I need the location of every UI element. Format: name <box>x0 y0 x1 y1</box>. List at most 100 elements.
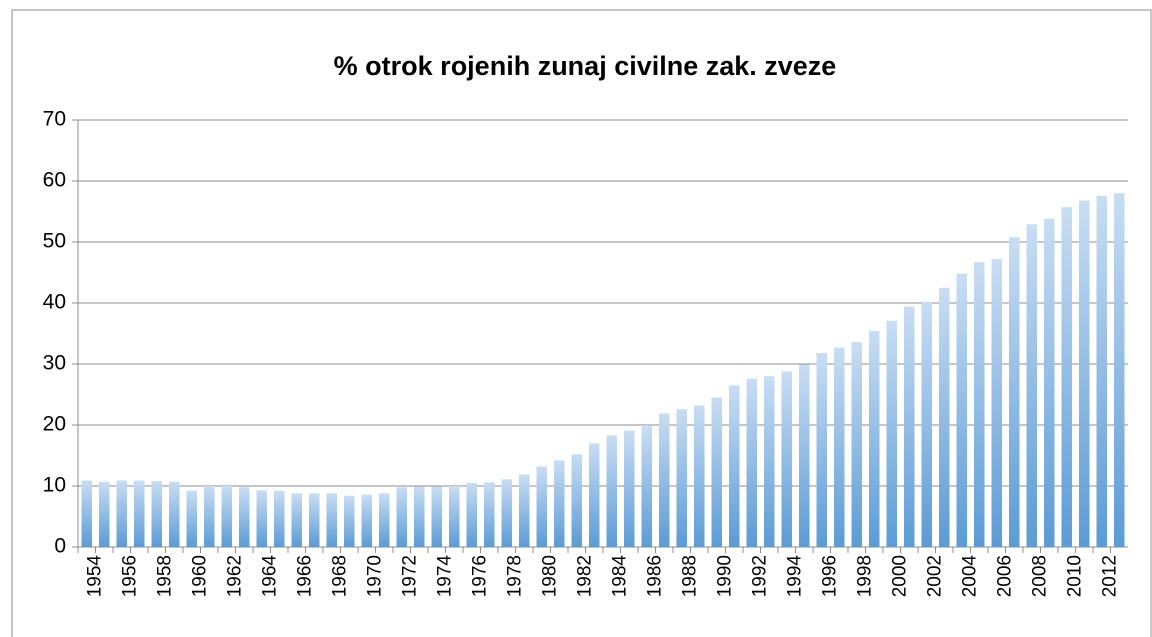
x-tick-label: 2010 <box>1065 555 1086 597</box>
x-tick-label: 1988 <box>680 555 701 597</box>
bar <box>151 481 162 547</box>
bar <box>974 262 985 547</box>
bar <box>449 486 460 547</box>
bar <box>239 487 250 547</box>
bar <box>1114 193 1125 547</box>
bar <box>799 364 810 547</box>
x-tick-label: 1966 <box>295 555 316 597</box>
bar <box>274 490 285 547</box>
x-tick-label: 2004 <box>960 555 981 598</box>
bar <box>904 306 915 547</box>
bar <box>606 435 617 547</box>
bar <box>186 490 197 547</box>
bar <box>221 486 232 547</box>
bar <box>729 385 740 547</box>
bar <box>624 430 635 547</box>
bar <box>81 480 92 547</box>
bar <box>291 493 302 547</box>
x-tick-label: 1970 <box>365 555 386 597</box>
bar <box>991 259 1002 547</box>
y-tick-label: 60 <box>43 169 66 192</box>
x-tick-label: 2000 <box>890 555 911 597</box>
bar <box>834 347 845 547</box>
x-tick-label: 1990 <box>715 555 736 597</box>
bar <box>326 493 337 547</box>
bar <box>361 494 372 547</box>
chart-title: % otrok rojenih zunaj civilne zak. zveze <box>334 51 837 81</box>
bar <box>694 405 705 547</box>
bar <box>571 454 582 547</box>
x-tick-label: 1980 <box>540 555 561 597</box>
bar <box>519 474 530 547</box>
bar <box>764 376 775 547</box>
bar <box>711 397 722 547</box>
bar <box>886 320 897 547</box>
bar <box>869 331 880 547</box>
bar <box>781 371 792 547</box>
x-tick-label: 1974 <box>435 555 456 598</box>
y-tick-label: 40 <box>43 291 66 314</box>
x-tick-label: 1986 <box>645 555 666 597</box>
bar <box>414 486 425 547</box>
bar <box>396 487 407 547</box>
bar <box>466 482 477 547</box>
x-tick-label: 1976 <box>470 555 491 597</box>
x-tick-label: 1956 <box>120 555 141 597</box>
bar <box>99 481 110 547</box>
y-tick-label: 70 <box>43 108 66 131</box>
y-tick-label: 20 <box>43 413 66 436</box>
x-tick-label: 1958 <box>155 555 176 597</box>
bar <box>204 486 215 547</box>
x-tick-label: 2008 <box>1030 555 1051 597</box>
x-tick-label: 1998 <box>855 555 876 597</box>
bar <box>484 482 495 547</box>
x-tick-label: 2002 <box>925 555 946 597</box>
bar <box>589 443 600 547</box>
bar <box>309 493 320 547</box>
x-tick-label: 1984 <box>610 555 631 598</box>
x-tick-label: 2012 <box>1100 555 1121 597</box>
y-tick-label: 30 <box>43 352 66 375</box>
bar <box>116 480 127 547</box>
bar <box>431 486 442 547</box>
x-tick-label: 1992 <box>750 555 771 597</box>
bar <box>939 287 950 547</box>
bar <box>554 460 565 547</box>
x-tick-label: 1972 <box>400 555 421 597</box>
bar <box>1061 207 1072 548</box>
bar <box>1026 224 1037 547</box>
bar <box>536 466 547 547</box>
x-tick-label: 1996 <box>820 555 841 597</box>
bar <box>746 378 757 547</box>
bar <box>851 342 862 547</box>
bar <box>256 490 267 547</box>
y-tick-label: 10 <box>43 474 66 497</box>
bar <box>1096 195 1107 547</box>
y-tick-label: 0 <box>54 535 66 558</box>
x-tick-label: 1982 <box>575 555 596 597</box>
bar <box>344 495 355 547</box>
x-tick-label: 1968 <box>330 555 351 597</box>
bar <box>169 481 180 547</box>
bar <box>641 426 652 547</box>
bar <box>676 409 687 547</box>
y-tick-label: 50 <box>43 230 66 253</box>
bar <box>921 301 932 547</box>
x-tick-label: 1962 <box>225 555 246 597</box>
bar <box>816 353 827 547</box>
bar <box>134 480 145 547</box>
bar <box>1079 200 1090 547</box>
x-tick-label: 1960 <box>190 555 211 597</box>
bar <box>956 273 967 547</box>
x-tick-label: 1964 <box>260 555 281 598</box>
x-tick-label: 1994 <box>785 555 806 598</box>
x-tick-label: 2006 <box>995 555 1016 597</box>
bar <box>379 493 390 547</box>
x-tick-label: 1978 <box>505 555 526 597</box>
bar <box>1009 237 1020 547</box>
bar <box>659 413 670 547</box>
bar <box>501 479 512 547</box>
x-tick-label: 1954 <box>85 555 106 598</box>
